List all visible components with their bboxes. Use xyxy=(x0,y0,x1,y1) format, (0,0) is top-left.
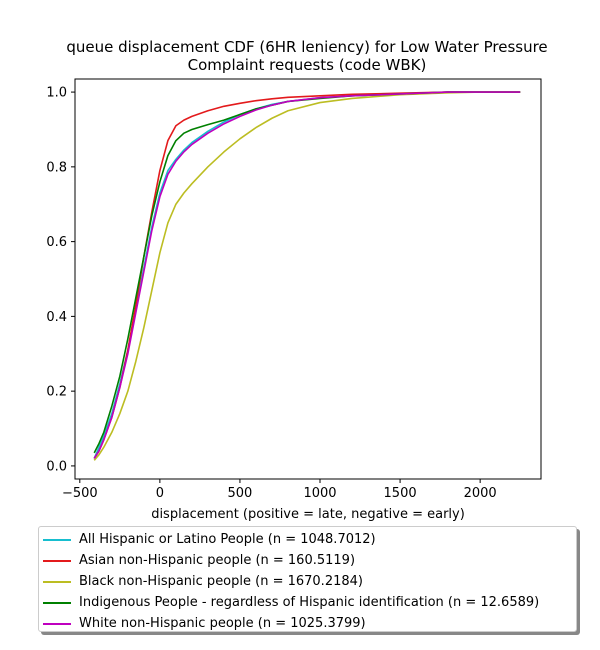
legend-label: Black non-Hispanic people (n = 1670.2184… xyxy=(79,574,363,589)
legend-label: All Hispanic or Latino People (n = 1048.… xyxy=(79,532,376,547)
series-line-3 xyxy=(93,91,521,454)
x-tick-label: 2000 xyxy=(464,486,497,501)
y-tick-label: 1.0 xyxy=(46,86,67,101)
legend-swatch xyxy=(43,559,71,562)
legend-label: White non-Hispanic people (n = 1025.3799… xyxy=(79,616,366,631)
y-tick-label: 0.6 xyxy=(46,235,67,250)
legend-label: Asian non-Hispanic people (n = 160.5119) xyxy=(79,553,356,568)
x-tick-label: 1500 xyxy=(384,486,417,501)
series-layer xyxy=(93,91,521,461)
x-tick-label: 1000 xyxy=(303,486,336,501)
y-tick-label: 0.0 xyxy=(46,459,67,474)
legend-swatch xyxy=(43,538,71,541)
series-line-2 xyxy=(93,91,521,461)
chart-title-line-1: queue displacement CDF (6HR leniency) fo… xyxy=(66,38,547,56)
x-axis-ticks: −500 0 500 1000 1500 2000 xyxy=(62,479,497,501)
legend-label: Indigenous People - regardless of Hispan… xyxy=(79,595,540,610)
legend-swatch xyxy=(43,601,71,604)
legend-item: Indigenous People - regardless of Hispan… xyxy=(39,592,576,613)
y-tick-label: 0.8 xyxy=(46,160,67,175)
legend: All Hispanic or Latino People (n = 1048.… xyxy=(38,526,577,632)
series-line-0 xyxy=(93,91,521,459)
y-axis-ticks: 0.0 0.2 0.4 0.6 0.8 1.0 xyxy=(46,86,75,474)
x-tick-label: −500 xyxy=(62,486,98,501)
legend-item: White non-Hispanic people (n = 1025.3799… xyxy=(39,613,576,634)
legend-item: All Hispanic or Latino People (n = 1048.… xyxy=(39,529,576,550)
chart-title-line-2: Complaint requests (code WBK) xyxy=(188,56,427,74)
y-tick-label: 0.2 xyxy=(46,385,67,400)
legend-item: Black non-Hispanic people (n = 1670.2184… xyxy=(39,571,576,592)
x-tick-label: 0 xyxy=(156,486,164,501)
plot-area-frame xyxy=(74,78,542,480)
legend-item: Asian non-Hispanic people (n = 160.5119) xyxy=(39,550,576,571)
legend-swatch xyxy=(43,622,71,625)
series-line-1 xyxy=(93,91,521,459)
y-tick-label: 0.4 xyxy=(46,310,67,325)
series-line-4 xyxy=(93,91,521,459)
x-tick-label: 500 xyxy=(228,486,253,501)
x-axis-label: displacement (positive = late, negative … xyxy=(151,507,465,522)
legend-swatch xyxy=(43,580,71,583)
